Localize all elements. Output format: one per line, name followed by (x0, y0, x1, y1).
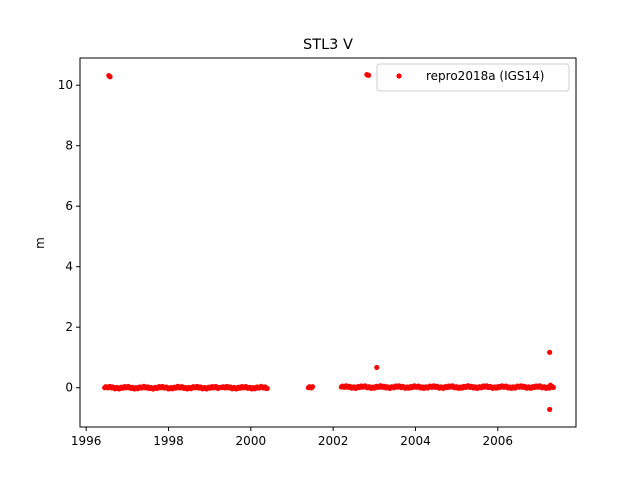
data-point (264, 385, 270, 392)
legend-marker (396, 73, 402, 79)
y-tick-label: 0 (65, 381, 73, 395)
data-point-outlier (365, 72, 372, 78)
data-segment-1 (219, 383, 270, 392)
x-tick-label: 2002 (318, 434, 349, 448)
data-point-outlier (547, 382, 554, 388)
data-point-outlier (547, 406, 553, 413)
data-segment-3 (338, 383, 556, 392)
x-tick-label: 2004 (400, 434, 431, 448)
data-point-outlier (547, 349, 553, 355)
x-tick-label: 1998 (153, 434, 184, 448)
plot-area: 1996 1998 2000 2002 2004 2006 0 2 4 6 8 10 (58, 57, 577, 448)
data-segment-2 (305, 384, 316, 391)
y-tick-label: 10 (58, 78, 73, 92)
legend-box (376, 63, 570, 92)
y-tick-label: 4 (65, 260, 73, 274)
y-tick-label: 8 (65, 139, 73, 153)
data-point-outlier (374, 364, 380, 371)
x-tick-label: 1996 (71, 434, 102, 448)
x-tick-label: 2000 (236, 434, 267, 448)
x-tick-label: 2006 (483, 434, 514, 448)
chart-title: STL3 V (303, 37, 353, 53)
data-point-outlier (107, 74, 113, 80)
y-tick-label: 6 (65, 199, 73, 213)
axes-frame (79, 57, 577, 428)
data-point (309, 384, 316, 390)
y-axis-label: m (33, 237, 47, 249)
legend-entry-label: repro2018a (IGS14) (426, 69, 544, 83)
y-tick-label: 2 (65, 320, 73, 334)
data-segment-0 (102, 383, 223, 392)
legend: repro2018a (IGS14) (376, 63, 570, 92)
